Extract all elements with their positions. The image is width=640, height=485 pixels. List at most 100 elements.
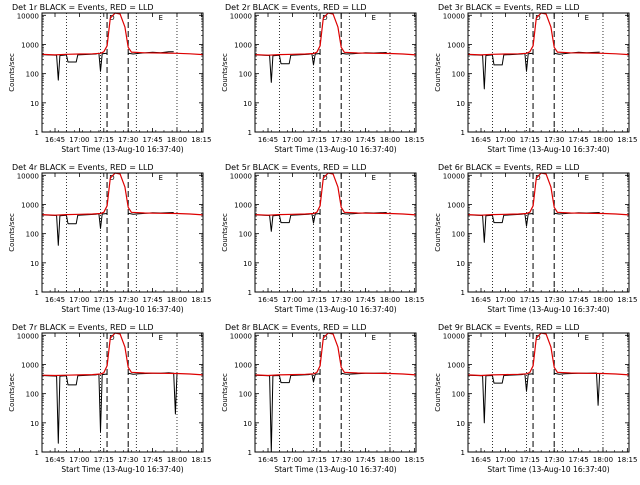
x-tick-label: 17:30 bbox=[544, 456, 564, 464]
marker-d: D bbox=[535, 14, 540, 22]
y-tick-label: 100 bbox=[452, 71, 465, 79]
x-axis-title: Start Time (13-Aug-10 16:37:40) bbox=[487, 145, 609, 154]
x-tick-label: 18:15 bbox=[191, 456, 211, 464]
x-tick-label: 16:45 bbox=[258, 136, 278, 144]
y-tick-label: 100 bbox=[26, 231, 39, 239]
x-tick-label: 18:15 bbox=[191, 296, 211, 304]
x-tick-label: 18:15 bbox=[617, 296, 637, 304]
y-tick-label: 10 bbox=[456, 100, 465, 108]
y-tick-label: 1000 bbox=[234, 361, 252, 369]
y-tick-label: 10000 bbox=[17, 172, 39, 180]
panel-title: Det 5r BLACK = Events, RED = LLD bbox=[225, 163, 367, 172]
x-tick-label: 17:15 bbox=[94, 136, 114, 144]
panel-title: Det 3r BLACK = Events, RED = LLD bbox=[438, 3, 580, 12]
x-axis-title: Start Time (13-Aug-10 16:37:40) bbox=[61, 305, 183, 314]
panel-det-2: Det 2r BLACK = Events, RED = LLD D E 1 10 100… bbox=[221, 3, 424, 154]
panel-det-6: Det 6r BLACK = Events, RED = LLD D E 1 10 100… bbox=[434, 163, 637, 314]
panel-det-5: Det 5r BLACK = Events, RED = LLD D E 1 10 100… bbox=[221, 163, 424, 314]
marker-e: E bbox=[158, 334, 162, 342]
y-tick-label: 100 bbox=[452, 391, 465, 399]
series-events-line bbox=[254, 373, 321, 453]
x-tick-label: 18:00 bbox=[380, 296, 400, 304]
x-axis-title: Start Time (13-Aug-10 16:37:40) bbox=[274, 305, 396, 314]
x-tick-label: 17:00 bbox=[282, 136, 302, 144]
x-tick-label: 17:00 bbox=[282, 456, 302, 464]
y-tick-label: 1000 bbox=[447, 361, 465, 369]
marker-e: E bbox=[158, 174, 162, 182]
x-tick-label: 18:15 bbox=[404, 296, 424, 304]
x-tick-label: 17:45 bbox=[142, 136, 162, 144]
y-tick-label: 1000 bbox=[234, 41, 252, 49]
x-tick-label: 17:15 bbox=[520, 136, 540, 144]
y-tick-label: 10 bbox=[456, 260, 465, 268]
y-axis-title: Counts/sec bbox=[434, 53, 442, 92]
x-tick-label: 17:15 bbox=[520, 456, 540, 464]
y-tick-label: 1 bbox=[461, 449, 465, 457]
y-tick-label: 10000 bbox=[443, 12, 465, 20]
panel-title: Det 6r BLACK = Events, RED = LLD bbox=[438, 163, 580, 172]
y-tick-label: 1 bbox=[461, 289, 465, 297]
marker-d: D bbox=[109, 174, 114, 182]
marker-d: D bbox=[322, 334, 327, 342]
marker-e: E bbox=[584, 334, 588, 342]
x-axis-title: Start Time (13-Aug-10 16:37:40) bbox=[61, 465, 183, 474]
x-tick-label: 18:15 bbox=[404, 456, 424, 464]
y-axis-title: Counts/sec bbox=[434, 373, 442, 412]
y-tick-label: 10000 bbox=[17, 332, 39, 340]
y-tick-label: 10000 bbox=[230, 12, 252, 20]
y-tick-label: 10000 bbox=[230, 332, 252, 340]
series-events-line bbox=[41, 373, 108, 444]
y-tick-label: 1 bbox=[35, 449, 39, 457]
x-axis-title: Start Time (13-Aug-10 16:37:40) bbox=[274, 465, 396, 474]
x-tick-label: 17:45 bbox=[355, 136, 375, 144]
x-tick-label: 18:00 bbox=[380, 456, 400, 464]
panel-det-3: Det 3r BLACK = Events, RED = LLD D E 1 10 100… bbox=[434, 3, 637, 154]
x-tick-label: 17:30 bbox=[118, 456, 138, 464]
y-axis-title: Counts/sec bbox=[221, 213, 229, 252]
y-tick-label: 10 bbox=[30, 100, 39, 108]
x-tick-label: 17:15 bbox=[94, 456, 114, 464]
panel-det-4: Det 4r BLACK = Events, RED = LLD D E 1 10 100… bbox=[8, 163, 211, 314]
x-tick-label: 16:45 bbox=[258, 296, 278, 304]
y-tick-label: 10000 bbox=[443, 332, 465, 340]
plot-frame bbox=[41, 12, 204, 133]
x-tick-label: 18:15 bbox=[404, 136, 424, 144]
series-events-line bbox=[467, 373, 534, 424]
series-events-line bbox=[554, 372, 601, 406]
plot-frame bbox=[41, 172, 204, 293]
x-tick-label: 17:45 bbox=[568, 136, 588, 144]
marker-e: E bbox=[584, 14, 588, 22]
x-tick-label: 18:00 bbox=[167, 136, 187, 144]
x-tick-label: 18:00 bbox=[593, 456, 613, 464]
marker-d: D bbox=[109, 334, 114, 342]
y-tick-label: 100 bbox=[239, 391, 252, 399]
marker-d: D bbox=[109, 14, 114, 22]
marker-d: D bbox=[322, 174, 327, 182]
marker-e: E bbox=[371, 174, 375, 182]
y-tick-label: 100 bbox=[26, 391, 39, 399]
x-tick-label: 17:30 bbox=[331, 456, 351, 464]
x-tick-label: 17:15 bbox=[94, 296, 114, 304]
x-tick-label: 17:00 bbox=[282, 296, 302, 304]
y-tick-label: 10000 bbox=[230, 172, 252, 180]
y-tick-label: 10 bbox=[243, 100, 252, 108]
y-tick-label: 1 bbox=[248, 129, 252, 137]
x-tick-label: 16:45 bbox=[258, 456, 278, 464]
x-tick-label: 17:30 bbox=[118, 296, 138, 304]
plot-frame bbox=[254, 172, 417, 293]
panel-title: Det 8r BLACK = Events, RED = LLD bbox=[225, 323, 367, 332]
x-tick-label: 18:00 bbox=[380, 136, 400, 144]
y-tick-label: 1 bbox=[248, 449, 252, 457]
panel-det-9: Det 9r BLACK = Events, RED = LLD D E 1 10 100… bbox=[434, 323, 637, 474]
x-tick-label: 16:45 bbox=[471, 136, 491, 144]
y-axis-title: Counts/sec bbox=[8, 53, 16, 92]
y-tick-label: 1000 bbox=[21, 201, 39, 209]
series-events-line bbox=[41, 213, 108, 246]
x-tick-label: 17:00 bbox=[69, 456, 89, 464]
x-tick-label: 16:45 bbox=[471, 456, 491, 464]
y-tick-label: 1000 bbox=[234, 201, 252, 209]
marker-e: E bbox=[158, 14, 162, 22]
plot-frame bbox=[41, 332, 204, 453]
plot-frame bbox=[467, 332, 630, 453]
